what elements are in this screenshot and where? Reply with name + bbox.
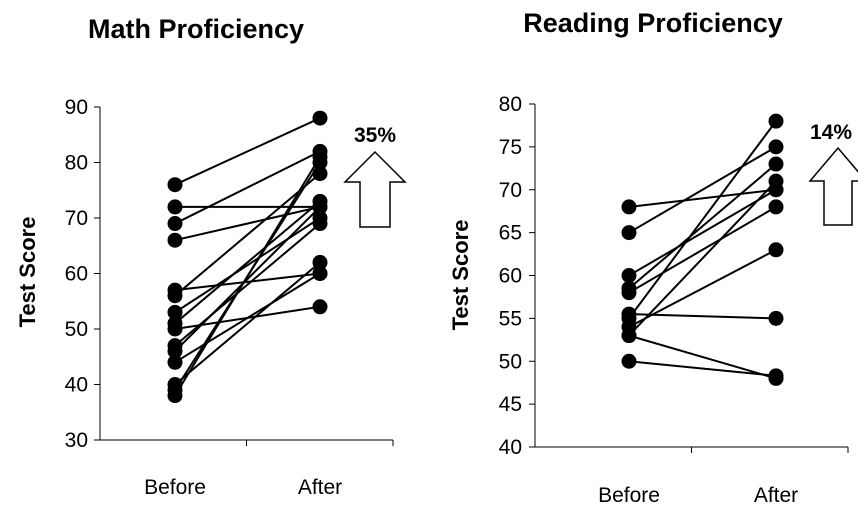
reading-y-tick-label: 80 bbox=[499, 93, 522, 116]
reading-y-tick-label: 55 bbox=[499, 307, 522, 330]
reading-y-tick-label: 45 bbox=[499, 393, 522, 416]
reading-series-line bbox=[628, 188, 777, 208]
reading-y-tick-label: 65 bbox=[499, 222, 522, 245]
reading-series-line bbox=[628, 334, 777, 380]
math-data-point bbox=[167, 388, 183, 404]
reading-data-point bbox=[621, 353, 637, 369]
math-chart-title: Math Proficiency bbox=[88, 14, 304, 44]
math-data-point bbox=[167, 321, 183, 337]
math-annotation: 35% bbox=[343, 124, 407, 228]
math-y-tick-label: 90 bbox=[65, 96, 88, 119]
reading-series-line bbox=[628, 206, 777, 294]
reading-series-line bbox=[628, 163, 777, 290]
math-series-line bbox=[174, 200, 321, 325]
reading-data-point bbox=[621, 328, 637, 344]
math-series-line bbox=[174, 272, 321, 364]
reading-chart-title: Reading Proficiency bbox=[523, 8, 783, 38]
reading-y-tick-label: 50 bbox=[499, 350, 522, 373]
reading-y-tick-label: 70 bbox=[499, 179, 522, 202]
reading-y-tick-label: 75 bbox=[499, 136, 522, 159]
math-data-point bbox=[167, 177, 183, 193]
reading-data-point bbox=[768, 156, 784, 172]
math-data-point bbox=[167, 354, 183, 370]
math-data-point bbox=[167, 216, 183, 232]
reading-points bbox=[621, 113, 784, 386]
reading-data-point bbox=[621, 268, 637, 283]
reading-data-point bbox=[621, 285, 637, 301]
math-data-point bbox=[167, 343, 183, 359]
reading-data-point bbox=[768, 310, 784, 326]
reading-y-tick-label: 60 bbox=[499, 265, 522, 288]
math-series-line bbox=[174, 150, 321, 225]
math-up-arrow-icon bbox=[343, 150, 407, 228]
math-x-category-label: Before bbox=[144, 476, 206, 499]
math-chart: Math Proficiency Test Score 30 40 50 60 70 80… bbox=[15, 14, 407, 499]
math-y-tick-label: 70 bbox=[65, 207, 88, 230]
math-axes: 30 40 50 60 70 80 90 Before After bbox=[65, 96, 394, 499]
math-series-line bbox=[174, 117, 321, 186]
reading-series-line bbox=[628, 188, 777, 277]
reading-data-point bbox=[768, 199, 784, 215]
reading-data-point bbox=[621, 199, 637, 215]
reading-up-arrow-icon bbox=[808, 146, 858, 226]
math-series-line bbox=[174, 156, 321, 397]
math-data-point bbox=[167, 288, 183, 304]
reading-series-line bbox=[628, 180, 777, 337]
reading-series-line bbox=[628, 146, 777, 234]
math-x-category-label: After bbox=[298, 476, 342, 499]
math-y-tick-label: 50 bbox=[65, 318, 88, 341]
reading-x-category-label: Before bbox=[598, 484, 660, 506]
reading-data-point bbox=[768, 242, 784, 258]
math-data-point bbox=[312, 266, 328, 281]
math-series-line bbox=[174, 222, 321, 347]
reading-series-line bbox=[628, 120, 777, 319]
reading-y-axis-label: Test Score bbox=[448, 220, 473, 331]
reading-series-lines bbox=[628, 120, 777, 380]
reading-x-category-label: After bbox=[754, 484, 798, 506]
math-data-point bbox=[312, 149, 328, 165]
math-data-point bbox=[312, 110, 328, 126]
math-y-tick-label: 80 bbox=[65, 152, 88, 175]
reading-data-point bbox=[768, 113, 784, 129]
reading-data-point bbox=[768, 368, 784, 384]
math-data-point bbox=[167, 304, 183, 320]
math-points bbox=[167, 110, 328, 404]
math-y-tick-label: 60 bbox=[65, 263, 88, 286]
math-y-tick-label: 40 bbox=[65, 374, 88, 397]
reading-series-line bbox=[628, 248, 777, 328]
math-increase-label: 35% bbox=[354, 124, 396, 147]
math-data-point bbox=[312, 216, 328, 232]
math-y-axis-label: Test Score bbox=[15, 217, 40, 328]
reading-annotation: 14% bbox=[808, 121, 858, 226]
math-data-point bbox=[167, 232, 183, 248]
reading-data-point bbox=[621, 225, 637, 241]
reading-increase-label: 14% bbox=[810, 121, 852, 144]
math-series-lines bbox=[174, 117, 321, 397]
math-data-point bbox=[312, 166, 328, 182]
reading-y-tick-label: 40 bbox=[499, 436, 522, 459]
math-series-line bbox=[174, 172, 321, 297]
reading-data-point bbox=[768, 173, 784, 189]
math-series-line bbox=[174, 261, 321, 386]
math-data-point bbox=[312, 199, 328, 215]
math-y-tick-label: 30 bbox=[65, 429, 88, 452]
math-data-point bbox=[312, 254, 328, 270]
math-series-line bbox=[174, 272, 321, 292]
math-series-line bbox=[174, 205, 321, 242]
reading-data-point bbox=[768, 139, 784, 155]
reading-axes: 40 45 50 55 60 65 70 75 80 Before After bbox=[499, 93, 849, 506]
math-series-line bbox=[174, 206, 321, 352]
reading-chart: Reading Proficiency Test Score 40 45 50 55 6… bbox=[448, 8, 858, 506]
math-data-point bbox=[312, 299, 328, 315]
math-series-line bbox=[174, 217, 321, 314]
reading-series-line bbox=[628, 360, 777, 377]
math-data-point bbox=[167, 199, 183, 215]
